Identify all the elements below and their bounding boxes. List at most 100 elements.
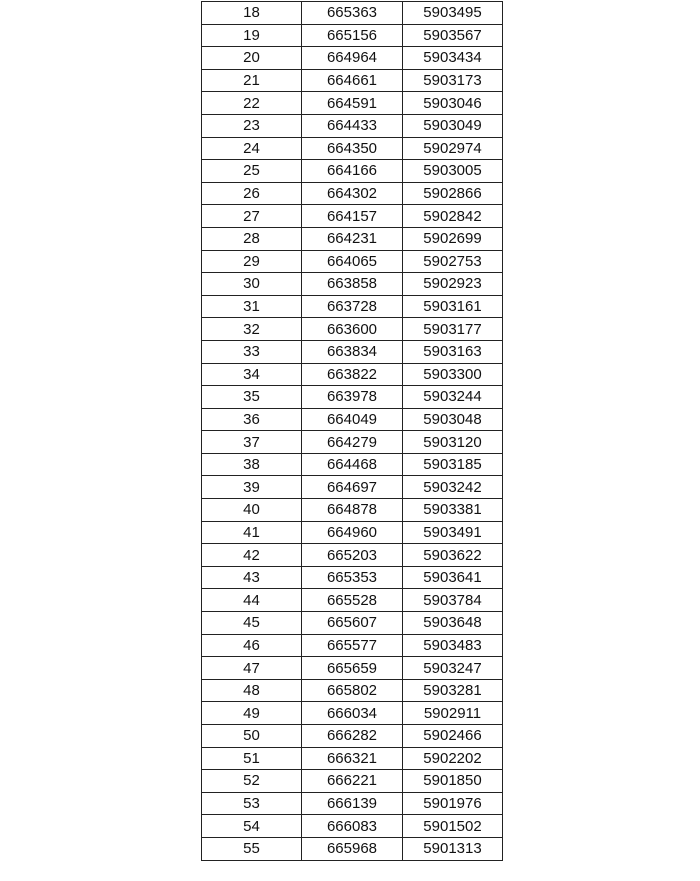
y-coordinate-cell: 5902923: [402, 272, 503, 296]
table-row: 32 663600 5903177: [201, 317, 503, 341]
x-coordinate-cell: 665968: [301, 836, 403, 861]
table-body: 18 665363 5903495 19 665156 5903567 20 664964 59…: [201, 1, 503, 861]
y-coordinate-cell: 5902753: [402, 249, 503, 274]
x-coordinate-cell: 665802: [301, 678, 403, 703]
y-coordinate-cell: 5903242: [402, 475, 503, 500]
table-row: 30 663858 5902923: [201, 272, 503, 296]
y-coordinate-cell: 5903005: [402, 159, 503, 183]
point-number-cell: 43: [201, 565, 302, 590]
y-coordinate-cell: 5903163: [402, 339, 503, 364]
table-row: 45 665607 5903648: [201, 611, 503, 635]
x-coordinate-cell: 664231: [301, 226, 403, 251]
point-number-cell: 34: [201, 362, 302, 387]
y-coordinate-cell: 5903567: [402, 23, 503, 48]
y-coordinate-cell: 5902866: [402, 181, 503, 206]
y-coordinate-cell: 5903046: [402, 91, 503, 115]
y-coordinate-cell: 5903300: [402, 362, 503, 387]
table-row: 41 664960 5903491: [201, 520, 503, 545]
table-row: 21 664661 5903173: [201, 68, 503, 93]
table-row: 29 664065 5902753: [201, 249, 503, 274]
point-number-cell: 26: [201, 181, 302, 206]
y-coordinate-cell: 5903381: [402, 498, 503, 522]
y-coordinate-cell: 5903491: [402, 520, 503, 545]
table-row: 35 663978 5903244: [201, 385, 503, 409]
table-row: 47 665659 5903247: [201, 656, 503, 680]
x-coordinate-cell: 663834: [301, 339, 403, 364]
x-coordinate-cell: 664433: [301, 113, 403, 138]
y-coordinate-cell: 5903281: [402, 678, 503, 703]
x-coordinate-cell: 664661: [301, 68, 403, 93]
table-row: 55 665968 5901313: [201, 836, 503, 861]
x-coordinate-cell: 664697: [301, 475, 403, 500]
table-row: 38 664468 5903185: [201, 452, 503, 477]
x-coordinate-cell: 664591: [301, 91, 403, 115]
table-row: 52 666221 5901850: [201, 769, 503, 793]
point-number-cell: 24: [201, 136, 302, 161]
table-row: 39 664697 5903242: [201, 475, 503, 500]
point-number-cell: 35: [201, 385, 302, 409]
point-number-cell: 48: [201, 678, 302, 703]
point-number-cell: 44: [201, 588, 302, 613]
point-number-cell: 21: [201, 68, 302, 93]
table-row: 22 664591 5903046: [201, 91, 503, 115]
x-coordinate-cell: 665528: [301, 588, 403, 613]
table-row: 42 665203 5903622: [201, 543, 503, 567]
table-row: 40 664878 5903381: [201, 498, 503, 522]
table-row: 25 664166 5903005: [201, 159, 503, 183]
y-coordinate-cell: 5903049: [402, 113, 503, 138]
x-coordinate-cell: 665577: [301, 633, 403, 658]
table-row: 53 666139 5901976: [201, 791, 503, 816]
y-coordinate-cell: 5903173: [402, 68, 503, 93]
table-row: 23 664433 5903049: [201, 113, 503, 138]
point-number-cell: 25: [201, 159, 302, 183]
point-number-cell: 29: [201, 249, 302, 274]
y-coordinate-cell: 5903177: [402, 317, 503, 341]
point-number-cell: 50: [201, 724, 302, 748]
y-coordinate-cell: 5903048: [402, 407, 503, 432]
table-row: 34 663822 5903300: [201, 362, 503, 387]
x-coordinate-cell: 664878: [301, 498, 403, 522]
x-coordinate-cell: 664468: [301, 452, 403, 477]
point-number-cell: 30: [201, 272, 302, 296]
y-coordinate-cell: 5903483: [402, 633, 503, 658]
y-coordinate-cell: 5903622: [402, 543, 503, 567]
y-coordinate-cell: 5902974: [402, 136, 503, 161]
x-coordinate-cell: 666083: [301, 814, 403, 838]
table-row: 49 666034 5902911: [201, 701, 503, 725]
point-number-cell: 45: [201, 611, 302, 635]
table-row: 27 664157 5902842: [201, 204, 503, 228]
x-coordinate-cell: 666139: [301, 791, 403, 816]
table-row: 50 666282 5902466: [201, 724, 503, 748]
x-coordinate-cell: 664157: [301, 204, 403, 228]
y-coordinate-cell: 5903247: [402, 656, 503, 680]
point-number-cell: 28: [201, 226, 302, 251]
point-number-cell: 31: [201, 294, 302, 319]
x-coordinate-cell: 666034: [301, 701, 403, 725]
point-number-cell: 49: [201, 701, 302, 725]
x-coordinate-cell: 664350: [301, 136, 403, 161]
table-row: 54 666083 5901502: [201, 814, 503, 838]
table-row: 26 664302 5902866: [201, 181, 503, 206]
x-coordinate-cell: 665203: [301, 543, 403, 567]
x-coordinate-cell: 665156: [301, 23, 403, 48]
table-row: 36 664049 5903048: [201, 407, 503, 432]
table-row: 44 665528 5903784: [201, 588, 503, 613]
y-coordinate-cell: 5902842: [402, 204, 503, 228]
point-number-cell: 40: [201, 498, 302, 522]
coordinates-table: 18 665363 5903495 19 665156 5903567 20 664964 59…: [201, 1, 503, 861]
y-coordinate-cell: 5903185: [402, 452, 503, 477]
table-row: 19 665156 5903567: [201, 23, 503, 48]
x-coordinate-cell: 663978: [301, 385, 403, 409]
point-number-cell: 55: [201, 836, 302, 861]
y-coordinate-cell: 5903784: [402, 588, 503, 613]
x-coordinate-cell: 664279: [301, 430, 403, 454]
point-number-cell: 51: [201, 746, 302, 771]
x-coordinate-cell: 663600: [301, 317, 403, 341]
y-coordinate-cell: 5902911: [402, 701, 503, 725]
y-coordinate-cell: 5902202: [402, 746, 503, 771]
x-coordinate-cell: 665363: [301, 1, 403, 25]
x-coordinate-cell: 665659: [301, 656, 403, 680]
point-number-cell: 36: [201, 407, 302, 432]
point-number-cell: 37: [201, 430, 302, 454]
y-coordinate-cell: 5901502: [402, 814, 503, 838]
